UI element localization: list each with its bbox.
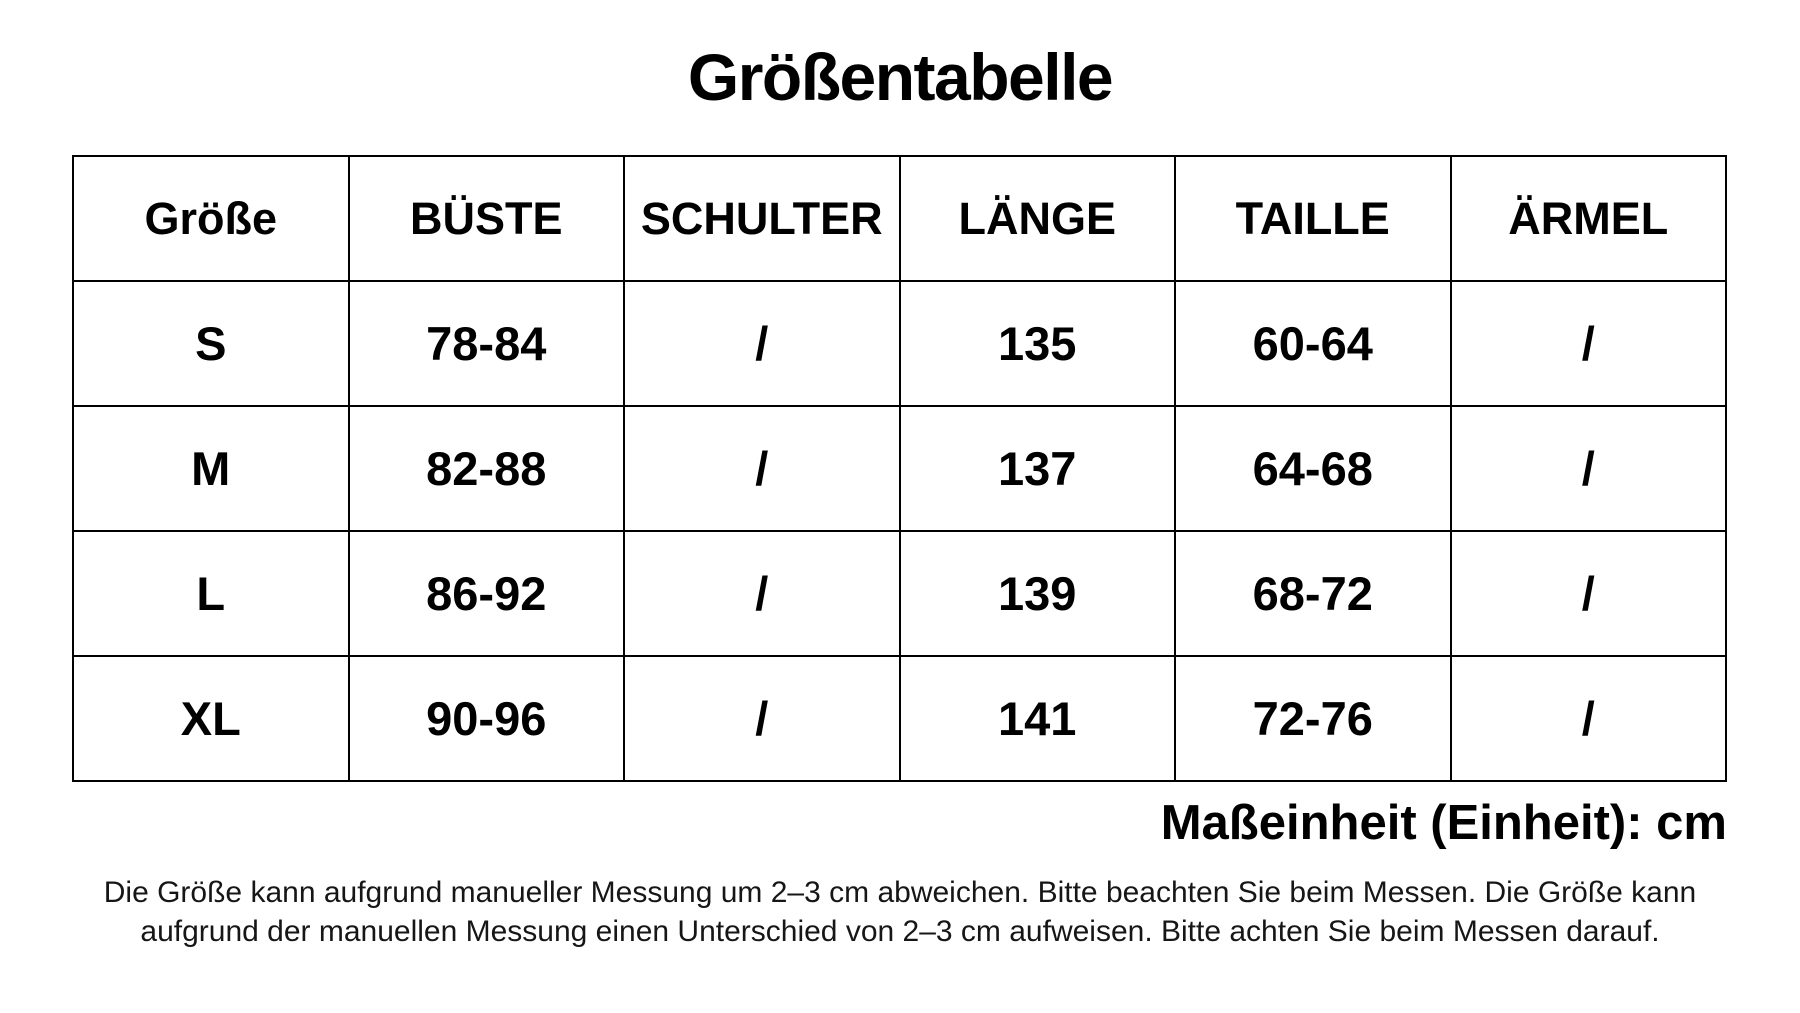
laenge-cell: 139 [898,530,1176,657]
header-cell-schulter: SCHULTER [623,155,901,282]
header-cell-aermel: ÄRMEL [1449,155,1727,282]
size-label-cell: XL [72,655,350,782]
table-row-l: L 86-92 / 139 68-72 / [72,530,1727,657]
taille-cell: 60-64 [1174,280,1452,407]
table-row-s: S 78-84 / 135 60-64 / [72,280,1727,407]
header-cell-taille: TAILLE [1174,155,1452,282]
bueste-cell: 90-96 [347,655,625,782]
schulter-cell: / [623,405,901,532]
page-title: Größentabelle [687,40,1114,114]
taille-cell: 72-76 [1174,655,1452,782]
taille-cell: 68-72 [1174,530,1452,657]
bueste-cell: 78-84 [347,280,625,407]
aermel-cell: / [1449,530,1727,657]
header-cell-laenge: LÄNGE [898,155,1176,282]
bueste-cell: 82-88 [347,405,625,532]
header-cell-groesse: Größe [72,155,350,282]
laenge-cell: 137 [898,405,1176,532]
header-row: Größe BÜSTE SCHULTER LÄNGE TAILLE ÄRMEL [72,155,1727,282]
unit-note: Maßeinheit (Einheit): cm [1160,796,1727,850]
size-label-cell: S [72,280,350,407]
table-row-xl: XL 90-96 / 141 72-76 / [72,655,1727,782]
bueste-cell: 86-92 [347,530,625,657]
schulter-cell: / [623,280,901,407]
disclaimer-line-1: Die Größe kann aufgrund manueller Messun… [103,876,1697,909]
size-table-header: Größe BÜSTE SCHULTER LÄNGE TAILLE ÄRMEL [72,155,1727,282]
size-label-cell: M [72,405,350,532]
size-label-cell: L [72,530,350,657]
aermel-cell: / [1449,405,1727,532]
size-table: Größe BÜSTE SCHULTER LÄNGE TAILLE ÄRMEL … [72,155,1727,782]
laenge-cell: 135 [898,280,1176,407]
aermel-cell: / [1449,655,1727,782]
size-table-body: S 78-84 / 135 60-64 / M 82-88 / 137 64-6… [72,280,1727,782]
schulter-cell: / [623,655,901,782]
table-row-m: M 82-88 / 137 64-68 / [72,405,1727,532]
header-cell-bueste: BÜSTE [347,155,625,282]
schulter-cell: / [623,530,901,657]
laenge-cell: 141 [898,655,1176,782]
disclaimer-line-2: aufgrund der manuellen Messung einen Unt… [140,915,1660,948]
aermel-cell: / [1449,280,1727,407]
disclaimer: Die Größe kann aufgrund manueller Messun… [0,873,1800,951]
taille-cell: 64-68 [1174,405,1452,532]
